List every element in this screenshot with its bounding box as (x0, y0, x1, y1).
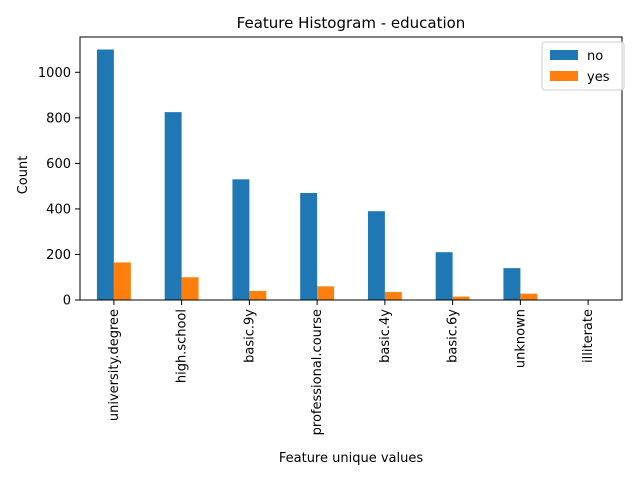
bar-no-basic-6y (435, 252, 453, 300)
legend-swatch-yes (550, 71, 578, 81)
y-tick-label: 1000 (38, 66, 71, 81)
y-tick-label: 800 (46, 111, 71, 126)
x-axis-title: Feature unique values (279, 451, 423, 466)
axes-layer: 0 200 400 600 800 1000 university.degree high.s… (38, 36, 623, 435)
x-tick-label: illiterate (581, 309, 596, 363)
x-tick-label: university.degree (107, 309, 122, 421)
bar-yes-high-school (181, 277, 199, 300)
y-tick-label: 0 (63, 294, 71, 309)
chart-title: Feature Histogram - education (237, 14, 466, 32)
y-axis-title: Count (16, 156, 31, 195)
bar-yes-university-degree (113, 262, 131, 300)
x-tick-label: high.school (175, 309, 190, 383)
x-tick-label: basic.4y (378, 309, 393, 363)
bar-no-basic-4y (367, 211, 385, 300)
bar-yes-basic-9y (249, 290, 267, 300)
legend-swatch-no (550, 50, 578, 60)
bar-yes-basic-4y (384, 292, 402, 300)
bar-no-basic-9y (232, 179, 250, 300)
x-tick-label: professional.course (310, 309, 325, 435)
bar-no-university-degree (96, 49, 114, 300)
bar-yes-professional-course (317, 286, 335, 300)
legend: no yes (541, 41, 625, 91)
bar-no-high-school (164, 112, 182, 300)
x-tick-label: unknown (513, 309, 528, 368)
x-tick-label: basic.6y (446, 309, 461, 363)
bar-no-professional-course (300, 192, 318, 300)
legend-label-no: no (587, 49, 603, 64)
bars-layer (96, 49, 589, 300)
bar-no-unknown (503, 268, 521, 300)
y-tick-label: 600 (46, 157, 71, 172)
x-tick-label: basic.9y (242, 309, 257, 363)
y-tick-label: 400 (46, 202, 71, 217)
bar-yes-unknown (520, 293, 538, 300)
legend-frame (541, 41, 625, 91)
y-tick-label: 200 (46, 248, 71, 263)
legend-label-yes: yes (587, 70, 610, 85)
bar-yes-basic-6y (452, 296, 470, 300)
plot-frame (79, 36, 623, 301)
